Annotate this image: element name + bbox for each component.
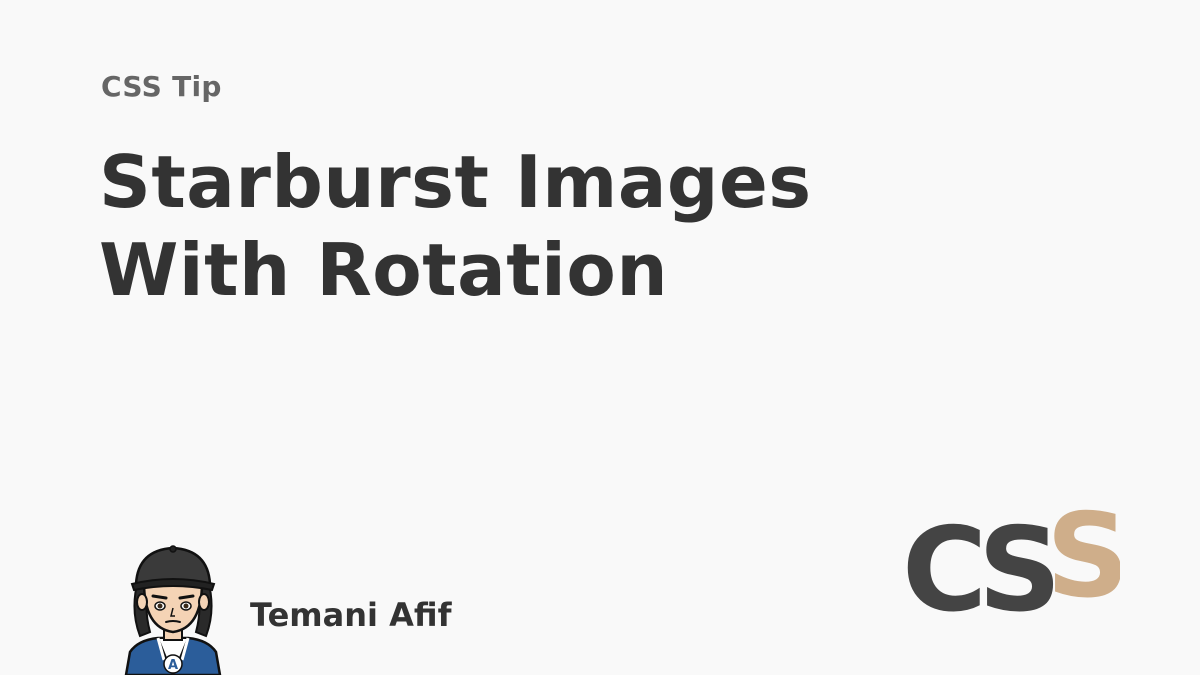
kicker-label: CSS Tip bbox=[101, 70, 222, 103]
avatar: A bbox=[124, 545, 222, 675]
avatar-badge-letter: A bbox=[168, 658, 178, 673]
title-line-1: Starburst Images bbox=[99, 140, 812, 224]
logo-letter-s-accent: S bbox=[1046, 500, 1120, 624]
logo-letter-c: C bbox=[902, 503, 987, 630]
author-name: Temani Afif bbox=[250, 596, 452, 634]
title-line-2: With Rotation bbox=[99, 228, 669, 312]
css-logo-icon: C S S bbox=[902, 500, 1120, 630]
page-title: Starburst Images With Rotation bbox=[99, 138, 812, 314]
logo-letter-s: S bbox=[978, 503, 1062, 630]
